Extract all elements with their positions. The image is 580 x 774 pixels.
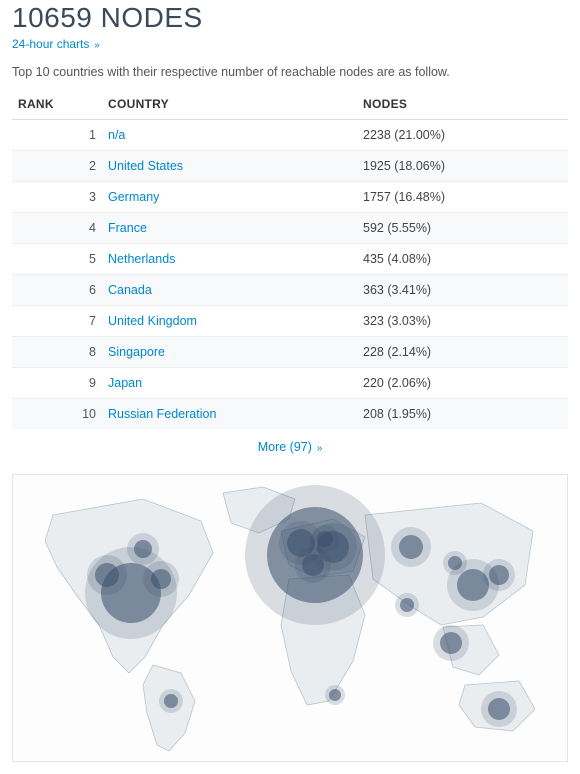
page-title: 10659 NODES xyxy=(12,2,568,34)
col-nodes: NODES xyxy=(357,89,568,120)
more-link-label: More (97) xyxy=(258,440,312,454)
bubble-france[interactable] xyxy=(302,554,324,576)
bubble-south-africa[interactable] xyxy=(329,689,341,701)
nodes-cell: 592 (5.55%) xyxy=(357,213,568,244)
bubble-us-west[interactable] xyxy=(95,563,119,587)
rank-cell: 3 xyxy=(12,182,102,213)
bubble-russia[interactable] xyxy=(399,535,423,559)
country-cell: Germany xyxy=(102,182,357,213)
country-link[interactable]: Japan xyxy=(108,376,142,390)
title-suffix: NODES xyxy=(101,2,203,33)
rank-cell: 7 xyxy=(12,306,102,337)
country-link[interactable]: Singapore xyxy=(108,345,165,359)
country-link[interactable]: Russian Federation xyxy=(108,407,216,421)
bubble-singapore[interactable] xyxy=(440,632,462,654)
table-row: 2 United States 1925 (18.06%) xyxy=(12,151,568,182)
country-cell: Russian Federation xyxy=(102,399,357,430)
country-cell: Netherlands xyxy=(102,244,357,275)
country-link[interactable]: n/a xyxy=(108,128,125,142)
bubble-brazil[interactable] xyxy=(164,694,178,708)
nodes-cell: 1925 (18.06%) xyxy=(357,151,568,182)
country-cell: Japan xyxy=(102,368,357,399)
chevron-right-icon: » xyxy=(314,443,322,454)
country-link[interactable]: United States xyxy=(108,159,183,173)
rank-cell: 5 xyxy=(12,244,102,275)
table-row: 8 Singapore 228 (2.14%) xyxy=(12,337,568,368)
nodes-cell: 2238 (21.00%) xyxy=(357,120,568,151)
nodes-cell: 208 (1.95%) xyxy=(357,399,568,430)
charts-link[interactable]: 24-hour charts » xyxy=(12,37,100,51)
table-header-row: RANK COUNTRY NODES xyxy=(12,89,568,120)
table-row: 9 Japan 220 (2.06%) xyxy=(12,368,568,399)
table-row: 7 United Kingdom 323 (3.03%) xyxy=(12,306,568,337)
country-cell: France xyxy=(102,213,357,244)
more-link[interactable]: More (97) » xyxy=(258,440,323,454)
country-cell: United Kingdom xyxy=(102,306,357,337)
table-row: 6 Canada 363 (3.41%) xyxy=(12,275,568,306)
country-cell: Canada xyxy=(102,275,357,306)
col-country: COUNTRY xyxy=(102,89,357,120)
table-row: 10 Russian Federation 208 (1.95%) xyxy=(12,399,568,430)
country-link[interactable]: Netherlands xyxy=(108,252,175,266)
nodes-cell: 1757 (16.48%) xyxy=(357,182,568,213)
country-cell: Singapore xyxy=(102,337,357,368)
table-row: 4 France 592 (5.55%) xyxy=(12,213,568,244)
rank-cell: 1 xyxy=(12,120,102,151)
bubble-us-east[interactable] xyxy=(151,569,171,589)
rank-cell: 9 xyxy=(12,368,102,399)
country-link[interactable]: France xyxy=(108,221,147,235)
country-cell: United States xyxy=(102,151,357,182)
nodes-table: RANK COUNTRY NODES 1 n/a 2238 (21.00%) 2 Uni… xyxy=(12,89,568,429)
bubble-canada[interactable] xyxy=(134,540,152,558)
country-link[interactable]: Germany xyxy=(108,190,159,204)
country-cell: n/a xyxy=(102,120,357,151)
bubble-india[interactable] xyxy=(400,598,414,612)
bubble-australia[interactable] xyxy=(488,698,510,720)
nodes-cell: 363 (3.41%) xyxy=(357,275,568,306)
node-count: 10659 xyxy=(12,2,92,33)
table-row: 5 Netherlands 435 (4.08%) xyxy=(12,244,568,275)
rank-cell: 10 xyxy=(12,399,102,430)
nodes-cell: 220 (2.06%) xyxy=(357,368,568,399)
chevron-right-icon: » xyxy=(91,40,99,51)
nodes-cell: 323 (3.03%) xyxy=(357,306,568,337)
rank-cell: 2 xyxy=(12,151,102,182)
rank-cell: 8 xyxy=(12,337,102,368)
nodes-cell: 435 (4.08%) xyxy=(357,244,568,275)
bubble-china[interactable] xyxy=(448,556,462,570)
rank-cell: 6 xyxy=(12,275,102,306)
rank-cell: 4 xyxy=(12,213,102,244)
nodes-cell: 228 (2.14%) xyxy=(357,337,568,368)
charts-link-label: 24-hour charts xyxy=(12,37,89,51)
country-link[interactable]: Canada xyxy=(108,283,152,297)
bubble-japan[interactable] xyxy=(489,565,509,585)
col-rank: RANK xyxy=(12,89,102,120)
table-row: 1 n/a 2238 (21.00%) xyxy=(12,120,568,151)
intro-text: Top 10 countries with their respective n… xyxy=(12,65,568,79)
country-link[interactable]: United Kingdom xyxy=(108,314,197,328)
bubble-netherlands[interactable] xyxy=(317,531,333,547)
table-row: 3 Germany 1757 (16.48%) xyxy=(12,182,568,213)
